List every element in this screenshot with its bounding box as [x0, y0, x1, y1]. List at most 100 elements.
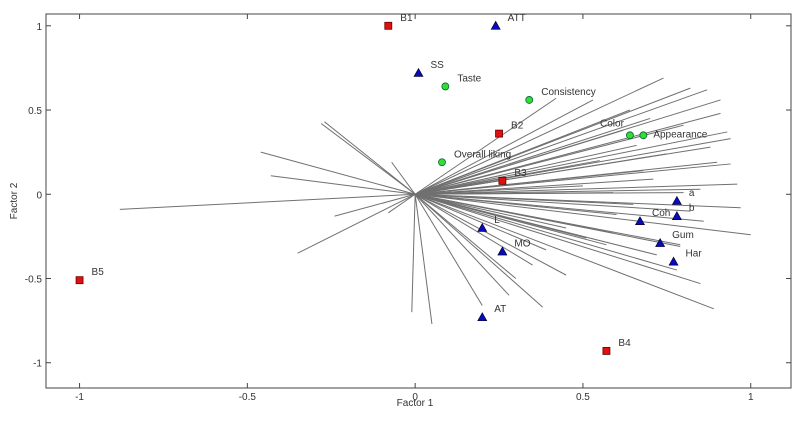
loading-line — [388, 193, 416, 214]
point-label: MO — [514, 239, 530, 250]
point-label: L — [494, 215, 500, 226]
loading-line — [415, 193, 678, 271]
loading-line — [415, 193, 634, 205]
loading-line — [260, 151, 416, 195]
attribute-marker-MO — [497, 246, 508, 256]
loading-line — [415, 124, 684, 195]
attribute-marker-b — [671, 211, 682, 220]
loading-line — [414, 194, 483, 306]
sample-marker-B2 — [495, 129, 503, 138]
y-tick-label: -0.5 — [25, 274, 43, 285]
loading-line — [414, 129, 624, 195]
loading-line — [415, 144, 637, 195]
data-points: B1 B2 B3 B4 B5 ATT SS ab Coh L Gum MO Har AT Taste Cons… — [75, 13, 708, 355]
loading-line — [414, 109, 631, 195]
axis-ticks: -1 -0.5 0 0.5 1 -1 -0.5 0 0.5 1 — [25, 14, 791, 403]
attribute-marker-AT — [477, 312, 488, 322]
loading-line — [414, 193, 543, 308]
loading-line — [297, 193, 416, 254]
loading-line — [415, 193, 681, 246]
point-label: a — [689, 188, 695, 199]
loading-line — [414, 117, 651, 195]
loading-line — [414, 194, 433, 325]
loading-line — [414, 193, 701, 285]
point-label: Overall liking — [454, 149, 511, 160]
y-axis-label: Factor 2 — [9, 182, 20, 219]
loading-line — [415, 193, 617, 215]
point-label: B2 — [511, 121, 524, 132]
loading-line — [119, 193, 416, 210]
attribute-marker-L — [477, 222, 488, 232]
hedonic-marker-Appearance — [639, 131, 648, 140]
loading-line — [415, 178, 654, 195]
plot-frame — [45, 13, 792, 389]
point-label: Taste — [457, 73, 481, 84]
attribute-marker-Gum — [655, 238, 666, 247]
loading-line — [414, 193, 510, 296]
loading-line — [414, 193, 547, 251]
attribute-marker-Har — [668, 256, 679, 266]
point-label: B4 — [618, 338, 631, 349]
loading-line — [415, 160, 600, 195]
sample-marker-B5 — [75, 276, 84, 285]
loading-line — [334, 193, 416, 217]
point-label: Har — [686, 249, 703, 260]
y-tick-label: 1 — [36, 22, 42, 33]
point-label: Coh — [652, 208, 670, 219]
loading-line — [414, 193, 567, 276]
y-tick-label: 0 — [36, 190, 42, 201]
sample-marker-B3 — [498, 176, 507, 185]
loading-line — [415, 185, 583, 195]
hedonic-marker-Overall liking — [438, 158, 446, 167]
loading-line — [414, 89, 708, 195]
point-label: Consistency — [541, 87, 595, 98]
point-label: SS — [431, 60, 445, 71]
point-label: B1 — [400, 13, 413, 24]
loading-line — [415, 131, 728, 195]
point-label: Color — [600, 118, 625, 129]
point-label: Gum — [672, 230, 694, 241]
point-label: Appearance — [653, 129, 707, 140]
loading-line — [415, 193, 691, 212]
point-label: ATT — [508, 13, 526, 24]
loading-line — [415, 146, 711, 195]
loading-line — [415, 170, 644, 195]
attribute-marker-a — [671, 195, 682, 205]
loading-line — [415, 188, 701, 195]
x-tick-label: 0.5 — [576, 392, 590, 403]
x-tick-label: -0.5 — [239, 392, 257, 403]
y-tick-label: 0.5 — [28, 106, 42, 117]
loading-line — [414, 193, 517, 279]
loading-line — [270, 175, 416, 195]
loading-line — [415, 193, 657, 256]
point-label: AT — [494, 304, 506, 315]
attribute-marker-Coh — [634, 216, 645, 226]
loading-line — [415, 193, 567, 229]
hedonic-marker-Consistency — [525, 96, 534, 104]
loading-line — [415, 183, 738, 195]
attribute-marker-ATT — [490, 20, 501, 30]
attribute-marker-SS — [413, 67, 424, 77]
loading-line — [411, 194, 416, 313]
loading-line — [320, 123, 416, 195]
loading-line — [414, 97, 557, 195]
sample-marker-B4 — [602, 347, 611, 355]
hedonic-marker-Taste — [441, 82, 450, 91]
point-label: B3 — [514, 168, 527, 179]
loading-lines — [119, 77, 751, 325]
point-label: b — [689, 203, 695, 214]
loading-line — [414, 193, 533, 266]
x-tick-label: 1 — [748, 392, 754, 403]
x-tick-label: -1 — [75, 392, 84, 403]
loading-line — [391, 161, 416, 195]
loading-line — [414, 99, 594, 195]
loading-line — [414, 77, 664, 195]
loading-line — [415, 193, 751, 236]
point-label: B5 — [92, 267, 105, 278]
sample-marker-B1 — [384, 21, 393, 30]
hedonic-marker-Color — [626, 131, 634, 140]
loading-line — [414, 193, 714, 310]
loading-line — [324, 121, 416, 195]
x-axis-label: Factor 1 — [397, 398, 434, 409]
